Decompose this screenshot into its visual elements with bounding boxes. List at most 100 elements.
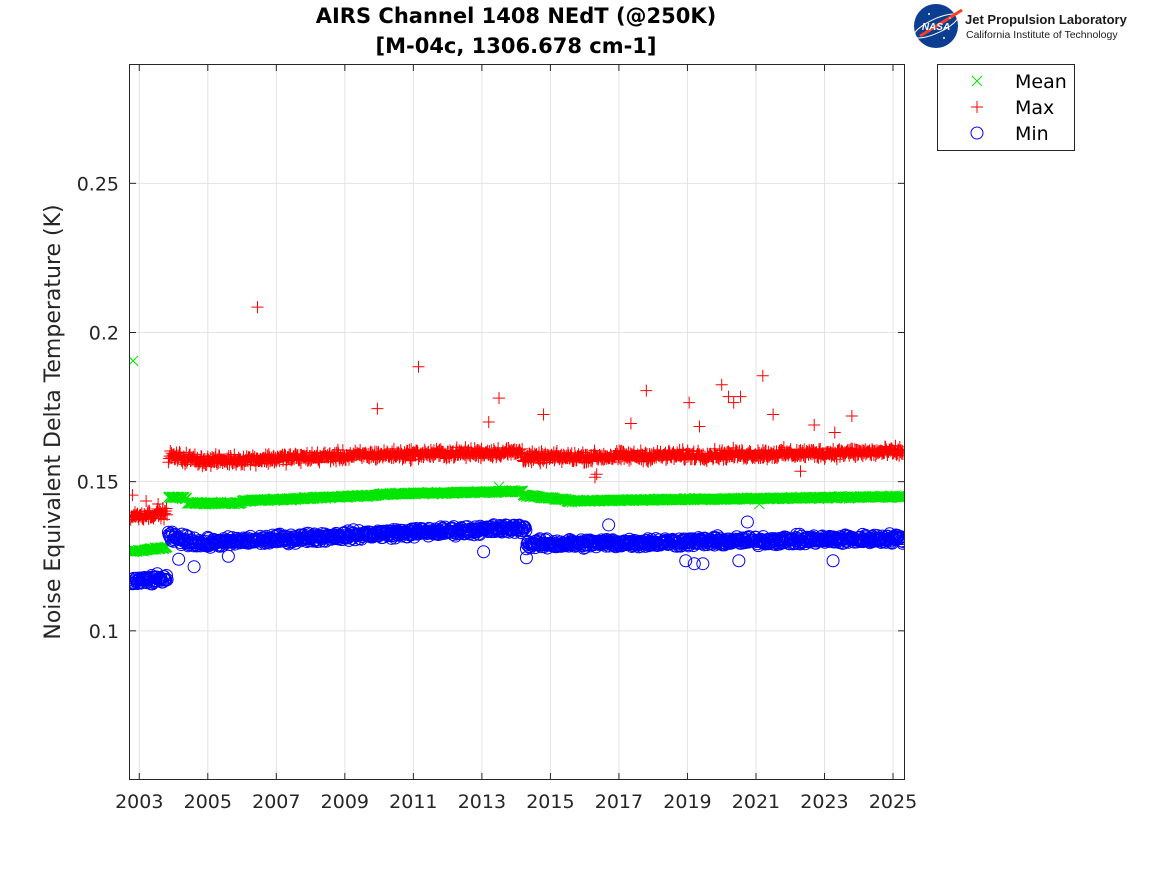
max-point xyxy=(533,446,546,459)
max-outlier xyxy=(371,402,384,415)
max-outlier xyxy=(715,378,728,391)
max-outlier xyxy=(482,416,495,428)
min-outlier xyxy=(740,515,754,529)
min-outlier xyxy=(687,557,701,571)
min-outlier xyxy=(826,554,840,568)
max-outlier xyxy=(588,471,601,484)
min-outlier xyxy=(696,557,710,571)
max-outlier xyxy=(152,498,165,511)
grid-lines xyxy=(129,64,905,780)
max-point xyxy=(159,507,172,520)
max-point xyxy=(525,456,538,469)
max-outlier xyxy=(683,396,696,409)
max-outlier xyxy=(767,408,780,421)
x-tick-label: 2011 xyxy=(389,791,437,813)
max-point xyxy=(896,447,905,460)
legend-label-min: Min xyxy=(1015,123,1049,145)
x-tick-label: 2003 xyxy=(115,791,163,813)
max-outlier xyxy=(722,390,735,403)
max-outlier xyxy=(734,390,747,403)
series-mean xyxy=(129,355,905,558)
legend-box xyxy=(937,64,1075,151)
jpl-subtitle: California Institute of Technology xyxy=(966,29,1118,41)
max-point xyxy=(161,508,174,521)
jpl-logo: NASA Jet Propulsion Laboratory Californi… xyxy=(913,4,1128,48)
max-outlier xyxy=(756,369,769,382)
min-outlier xyxy=(221,549,235,563)
mean-outlier xyxy=(493,481,505,493)
y-tick-label: 0.2 xyxy=(89,323,119,345)
x-tick-label: 2015 xyxy=(526,791,574,813)
legend-marker-max xyxy=(971,101,983,113)
max-outlier xyxy=(693,420,706,433)
max-outlier xyxy=(808,418,821,431)
max-outlier xyxy=(624,417,637,430)
max-outlier xyxy=(828,426,841,439)
max-point xyxy=(160,502,173,515)
legend-marker-mean xyxy=(971,75,983,87)
x-tick-label: 2009 xyxy=(321,791,369,813)
min-point xyxy=(160,573,174,587)
axes-box xyxy=(129,64,905,780)
max-outlier xyxy=(412,360,425,373)
series-min xyxy=(129,515,905,591)
max-point xyxy=(516,442,529,455)
max-outlier xyxy=(794,465,807,478)
max-point xyxy=(313,456,326,469)
min-point xyxy=(896,535,905,549)
nasa-wordmark: NASA xyxy=(922,22,950,33)
x-tick-label: 2007 xyxy=(252,791,300,813)
x-tick-label: 2019 xyxy=(663,791,711,813)
y-axis-label: Noise Equivalent Delta Temperature (K) xyxy=(41,204,66,639)
max-point xyxy=(708,442,721,455)
x-tick-label: 2005 xyxy=(184,791,232,813)
min-outlier xyxy=(187,560,201,574)
max-outlier xyxy=(129,489,139,502)
min-outlier xyxy=(519,551,533,565)
plot-area xyxy=(129,64,905,780)
y-tick-label: 0.15 xyxy=(77,472,119,494)
legend-marker-min xyxy=(970,126,984,140)
legend-label-max: Max xyxy=(1015,97,1054,119)
min-point xyxy=(159,569,173,583)
x-tick-label: 2013 xyxy=(458,791,506,813)
max-outlier xyxy=(251,301,264,314)
min-outlier xyxy=(477,545,491,559)
legend: Mean Max Min xyxy=(937,64,1075,151)
max-point xyxy=(440,452,453,465)
mean-outlier xyxy=(754,498,765,510)
min-outlier xyxy=(172,552,186,566)
max-outlier xyxy=(845,410,858,423)
max-point xyxy=(896,444,905,457)
legend-label-mean: Mean xyxy=(1015,71,1067,93)
chart-subtitle: [M-04c, 1306.678 cm-1] xyxy=(376,34,657,58)
min-point xyxy=(895,532,905,546)
min-outlier xyxy=(732,554,746,568)
data-marks xyxy=(129,301,905,591)
x-tick-label: 2021 xyxy=(732,791,780,813)
max-outlier xyxy=(140,495,153,508)
min-point xyxy=(896,536,905,550)
jpl-name: Jet Propulsion Laboratory xyxy=(965,12,1128,27)
max-point xyxy=(188,448,201,461)
x-tick-label: 2023 xyxy=(800,791,848,813)
axes: 2003 2005 2007 2009 2011 2013 2015 2017 2019 2021… xyxy=(77,64,917,813)
max-point xyxy=(404,454,417,467)
min-point xyxy=(159,573,173,587)
max-point xyxy=(158,513,171,526)
x-tick-label: 2017 xyxy=(595,791,643,813)
chart-title: AIRS Channel 1408 NEdT (@250K) xyxy=(316,4,717,28)
y-tick-label: 0.1 xyxy=(89,621,119,643)
x-tick-label: 2025 xyxy=(869,791,917,813)
series-max xyxy=(129,301,905,526)
max-point xyxy=(143,504,156,517)
min-point xyxy=(894,530,905,544)
max-outlier xyxy=(727,396,740,409)
mean-point xyxy=(897,490,905,502)
min-outlier xyxy=(602,518,616,532)
max-outlier xyxy=(590,468,603,481)
max-outlier xyxy=(537,408,550,421)
y-tick-label: 0.25 xyxy=(77,173,119,195)
max-outlier xyxy=(640,384,653,397)
